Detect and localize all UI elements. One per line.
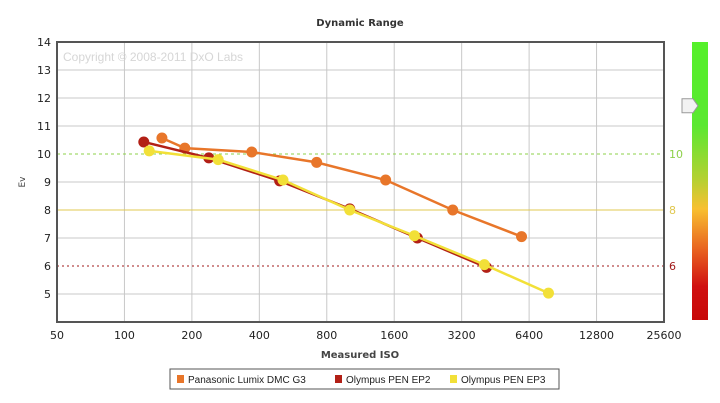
data-point	[212, 154, 224, 166]
x-tick-label: 50	[50, 329, 64, 342]
watermark: Copyright © 2008-2011 DxO Labs	[63, 50, 243, 64]
data-point	[478, 259, 490, 271]
y-tick-label: 13	[37, 64, 51, 77]
y-ticks: 5 6 7 8 9 10 11 12 13 14	[37, 36, 51, 301]
x-tick-label: 12800	[579, 329, 614, 342]
dynamic-range-color-scale	[692, 42, 708, 320]
reference-label: 10	[669, 148, 683, 161]
scale-indicator-icon[interactable]	[681, 98, 699, 114]
data-point	[138, 136, 150, 148]
data-point	[344, 204, 356, 216]
data-point	[380, 174, 392, 186]
data-point	[246, 146, 258, 158]
legend-swatch	[177, 375, 184, 383]
x-tick-label: 400	[249, 329, 270, 342]
reference-lines: 10 8 6	[57, 148, 683, 273]
x-ticks: 50 100 200 400 800 1600 3200 6400 12800 25600	[50, 329, 682, 342]
series-panasonic-lumix-dmc-g3	[156, 132, 528, 243]
x-tick-label: 6400	[515, 329, 543, 342]
data-point	[311, 156, 323, 168]
data-point	[408, 230, 420, 242]
y-tick-label: 10	[37, 148, 51, 161]
data-point	[542, 287, 554, 299]
y-tick-label: 12	[37, 92, 51, 105]
legend-label: Panasonic Lumix DMC G3	[188, 375, 306, 386]
data-point	[516, 231, 528, 243]
x-tick-label: 3200	[448, 329, 476, 342]
y-tick-label: 5	[44, 288, 51, 301]
chart-title: Dynamic Range	[316, 18, 404, 29]
legend-swatch	[335, 375, 342, 383]
y-axis-label: Ev	[18, 176, 28, 188]
series-line	[161, 136, 522, 238]
y-tick-label: 7	[44, 232, 51, 245]
series-layer	[138, 132, 554, 299]
x-tick-label: 1600	[380, 329, 408, 342]
legend-label: Olympus PEN EP2	[346, 375, 431, 386]
y-tick-label: 14	[37, 36, 51, 49]
x-axis-label: Measured ISO	[321, 350, 399, 361]
reference-label: 6	[669, 260, 676, 273]
plot-frame	[56, 41, 665, 323]
data-point	[143, 145, 155, 157]
x-tick-label: 100	[114, 329, 135, 342]
x-tick-label: 800	[316, 329, 337, 342]
legend-label: Olympus PEN EP3	[461, 375, 546, 386]
x-tick-label: 25600	[647, 329, 682, 342]
y-tick-label: 6	[44, 260, 51, 273]
series-olympus-pen-ep3	[143, 145, 554, 299]
legend-frame	[169, 368, 560, 390]
x-tick-label: 200	[181, 329, 202, 342]
legend-swatch	[450, 375, 457, 383]
y-tick-label: 9	[44, 176, 51, 189]
y-tick-label: 8	[44, 204, 51, 217]
data-point	[156, 132, 168, 144]
data-point	[447, 204, 459, 216]
data-point	[277, 174, 289, 186]
grid	[57, 42, 664, 322]
y-tick-label: 11	[37, 120, 51, 133]
legend: Panasonic Lumix DMC G3 Olympus PEN EP2 Oly…	[169, 368, 560, 390]
reference-label: 8	[669, 204, 676, 217]
